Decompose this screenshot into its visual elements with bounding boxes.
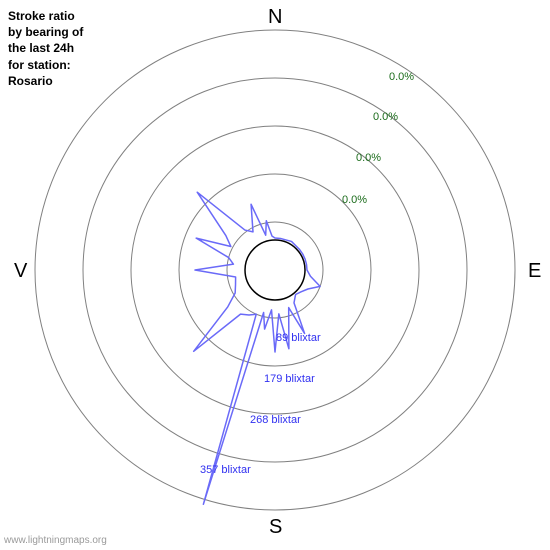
blixtar-label: 89 blixtar [276,332,321,344]
cardinal-label: S [269,516,282,539]
pct-label: 0.0% [356,152,381,164]
pct-label: 0.0% [342,194,367,206]
blixtar-label: 179 blixtar [264,373,315,385]
pct-label: 0.0% [373,111,398,123]
credit-text: www.lightningmaps.org [4,535,107,546]
cardinal-label: N [268,6,282,29]
pct-label: 0.0% [389,71,414,83]
blixtar-label: 357 blixtar [200,464,251,476]
cardinal-label: V [14,260,27,283]
cardinal-label: E [528,260,541,283]
blixtar-label: 268 blixtar [250,414,301,426]
polar-chart [0,0,550,550]
